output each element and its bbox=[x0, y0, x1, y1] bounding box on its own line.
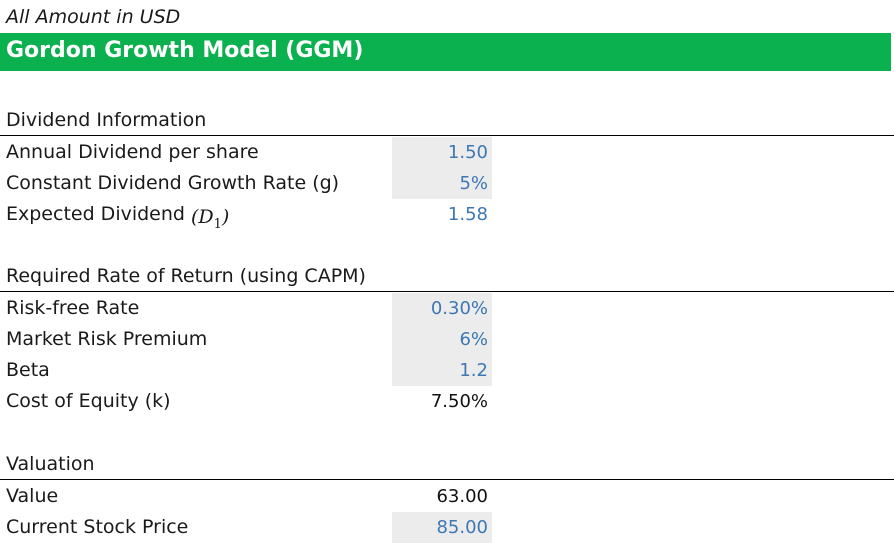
value-cell[interactable]: 63.00 bbox=[392, 481, 492, 512]
section-heading-label: Required Rate of Return (using CAPM) bbox=[6, 265, 366, 287]
beta-cell[interactable]: 1.2 bbox=[392, 355, 492, 386]
section-heading-label: Dividend Information bbox=[6, 109, 207, 131]
annual-dividend-cell[interactable]: 1.50 bbox=[392, 137, 492, 168]
market-risk-premium-cell[interactable]: 6% bbox=[392, 324, 492, 355]
d1-symbol: D bbox=[198, 206, 214, 228]
row-beta: Beta 1.2 bbox=[0, 355, 894, 386]
row-label-text: Expected Dividend bbox=[6, 203, 185, 225]
row-label: Beta bbox=[6, 359, 50, 381]
row-expected-dividend: Expected Dividend (D1) 1.58 bbox=[0, 199, 894, 232]
cell-value: 6% bbox=[459, 329, 488, 350]
row-label: Current Stock Price bbox=[6, 516, 189, 538]
risk-free-rate-cell[interactable]: 0.30% bbox=[392, 293, 492, 324]
row-label: Annual Dividend per share bbox=[6, 141, 259, 163]
row-risk-free-rate: Risk-free Rate 0.30% bbox=[0, 293, 894, 324]
cell-value: 85.00 bbox=[436, 517, 488, 538]
title-bar: Gordon Growth Model (GGM) bbox=[0, 33, 891, 71]
cell-value: 7.50% bbox=[430, 391, 488, 412]
row-label: Cost of Equity (k) bbox=[6, 390, 171, 412]
unit-note: All Amount in USD bbox=[6, 6, 181, 28]
row-current-stock-price: Current Stock Price 85.00 bbox=[0, 512, 894, 543]
d1-subscript: 1 bbox=[213, 216, 222, 232]
current-stock-price-cell[interactable]: 85.00 bbox=[392, 512, 492, 543]
cell-value: 0.30% bbox=[430, 298, 488, 319]
d1-formula: (D1) bbox=[190, 206, 230, 232]
model-title: Gordon Growth Model (GGM) bbox=[6, 38, 364, 63]
cell-value: 5% bbox=[459, 173, 488, 194]
row-value: Value 63.00 bbox=[0, 481, 894, 512]
row-label: Market Risk Premium bbox=[6, 328, 208, 350]
row-market-risk-premium: Market Risk Premium 6% bbox=[0, 324, 894, 355]
cell-value: 1.2 bbox=[459, 360, 488, 381]
section-heading-required-return: Required Rate of Return (using CAPM) bbox=[0, 263, 894, 292]
cost-of-equity-cell[interactable]: 7.50% bbox=[392, 386, 492, 417]
section-heading-valuation: Valuation bbox=[0, 451, 894, 480]
row-label: Value bbox=[6, 485, 59, 507]
growth-rate-cell[interactable]: 5% bbox=[392, 168, 492, 199]
row-label: Risk-free Rate bbox=[6, 297, 140, 319]
row-growth-rate: Constant Dividend Growth Rate (g) 5% bbox=[0, 168, 894, 199]
expected-dividend-cell[interactable]: 1.58 bbox=[392, 199, 492, 230]
row-label: Constant Dividend Growth Rate (g) bbox=[6, 172, 340, 194]
section-heading-label: Valuation bbox=[6, 453, 95, 475]
cell-value: 1.58 bbox=[447, 204, 488, 225]
cell-value: 63.00 bbox=[436, 486, 488, 507]
row-cost-of-equity: Cost of Equity (k) 7.50% bbox=[0, 386, 894, 417]
row-label: Expected Dividend (D1) bbox=[6, 203, 230, 232]
row-annual-dividend: Annual Dividend per share 1.50 bbox=[0, 137, 894, 168]
section-heading-dividend: Dividend Information bbox=[0, 107, 894, 136]
cell-value: 1.50 bbox=[447, 142, 488, 163]
